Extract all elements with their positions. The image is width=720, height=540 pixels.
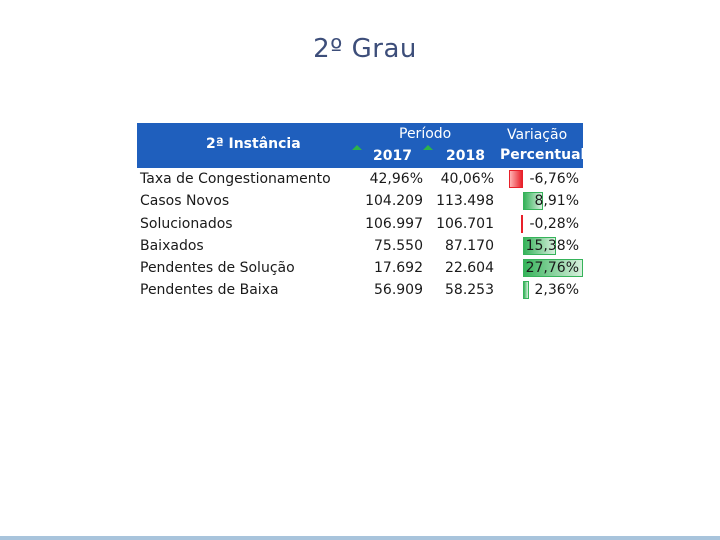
value-2018: 58.253 [445,282,494,299]
slide-title: 2º Grau [313,34,417,64]
header-percentual: Percentual [500,147,586,163]
header-instancia: 2ª Instância [206,136,301,152]
variacao-cell: 27,76% [509,258,583,278]
data-bar [523,259,583,278]
value-2017: 56.909 [374,282,423,299]
row-label: Solucionados [140,215,233,232]
value-2017: 42,96% [369,171,423,187]
value-2017: 106.997 [365,215,423,232]
table-row: Pendentes de Baixa 56.909 58.253 2,36% [137,279,583,301]
table-header: 2ª Instância Período 2017 2018 Variação … [137,123,586,168]
variacao-value: -6,76% [529,171,579,187]
table-row: Pendentes de Solução 17.692 22.604 27,76% [137,257,583,279]
variacao-value: 15,38% [525,237,579,254]
value-2017: 104.209 [365,193,423,210]
variacao-cell: -0,28% [509,214,583,234]
value-2018: 106.701 [436,215,494,232]
header-year-2017: 2017 [373,148,412,164]
variacao-value: 8,91% [534,193,579,210]
variacao-cell: 2,36% [509,280,583,300]
table-row: Baixados 75.550 87.170 15,38% [137,235,583,257]
data-bar [523,281,529,300]
row-label: Pendentes de Baixa [140,282,279,299]
value-2017: 17.692 [374,260,423,277]
row-label: Baixados [140,237,204,254]
green-indicator-icon [352,145,362,150]
variacao-value: -0,28% [529,215,579,232]
variacao-cell: -6,76% [509,169,583,189]
data-bar [521,214,524,233]
table-row: Taxa de Congestionamento 42,96% 40,06% -6,7… [137,168,583,190]
table-row: Solucionados 106.997 106.701 -0,28% [137,213,583,235]
data-bar [509,170,524,188]
footer-divider [0,536,720,540]
header-year-2018: 2018 [446,148,485,164]
header-variacao: Variação [507,127,568,143]
data-bar [523,236,557,255]
variacao-cell: 8,91% [509,191,583,211]
variacao-cell: 15,38% [509,236,583,256]
variacao-value: 27,76% [525,260,579,277]
table-row: Casos Novos 104.209 113.498 8,91% [137,190,583,212]
value-2018: 40,06% [440,171,494,187]
variacao-value: 2,36% [534,282,579,299]
green-indicator-icon [423,145,433,150]
value-2017: 75.550 [374,237,423,254]
row-label: Casos Novos [140,193,230,210]
data-bar [523,192,543,211]
value-2018: 22.604 [445,260,494,277]
table-body: Taxa de Congestionamento 42,96% 40,06% -6,7… [137,168,583,302]
value-2018: 113.498 [436,193,494,210]
row-label: Pendentes de Solução [140,260,295,277]
row-label: Taxa de Congestionamento [140,171,331,187]
header-periodo: Período [399,126,452,142]
statistics-table: 2ª Instância Período 2017 2018 Variação … [137,123,586,302]
value-2018: 87.170 [445,237,494,254]
